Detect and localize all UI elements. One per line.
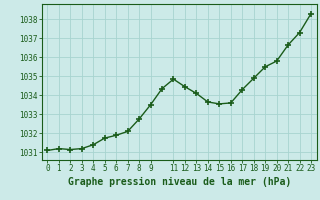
X-axis label: Graphe pression niveau de la mer (hPa): Graphe pression niveau de la mer (hPa) bbox=[68, 177, 291, 187]
